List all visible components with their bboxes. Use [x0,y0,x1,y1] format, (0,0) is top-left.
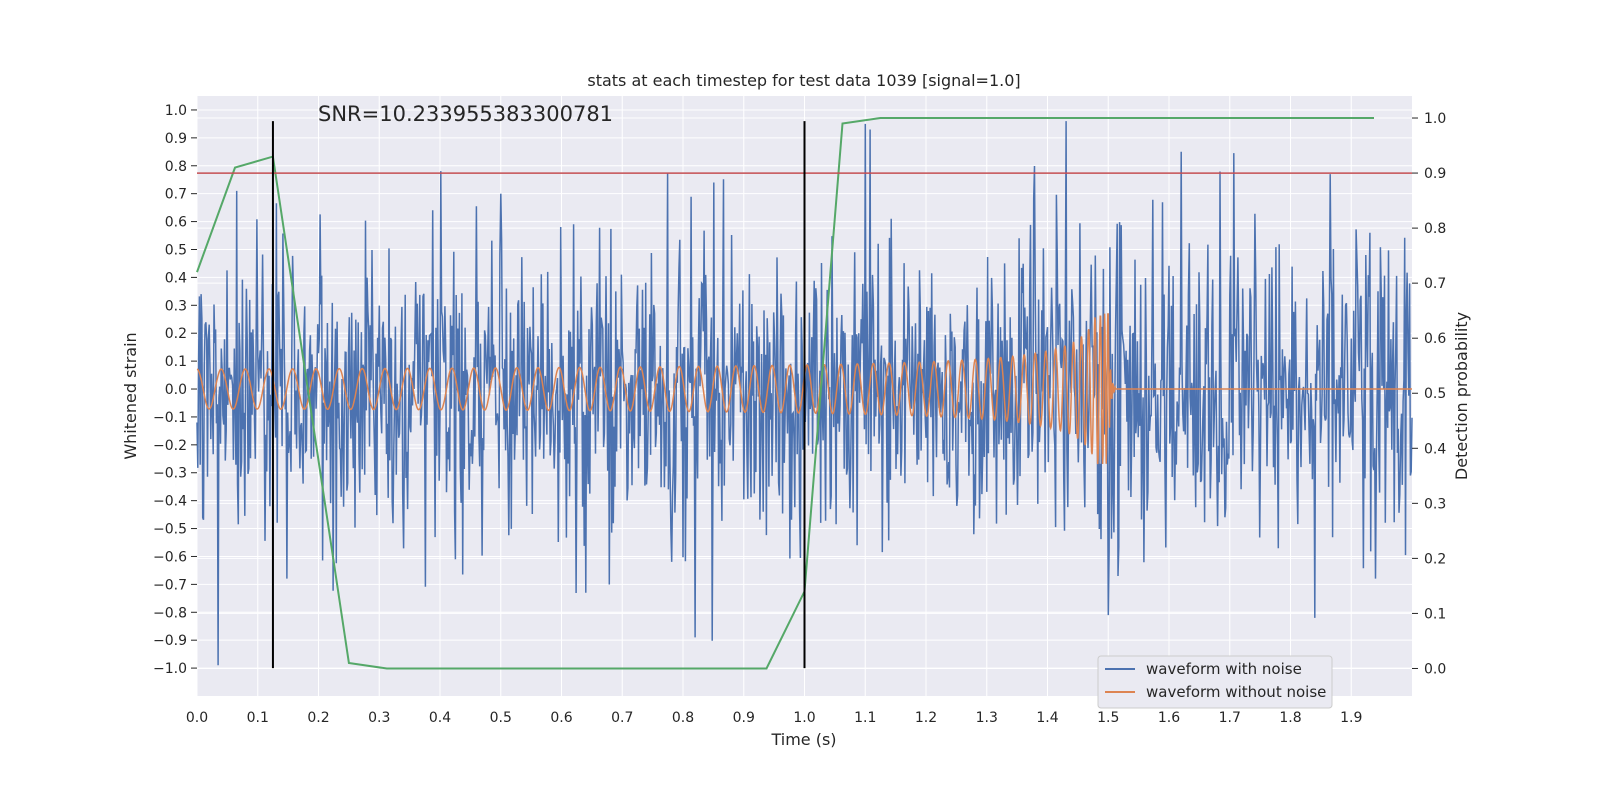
x-tick-label: 0.5 [490,710,512,726]
right-tick-label: 0.3 [1424,496,1446,512]
x-tick-label: 0.6 [550,710,572,726]
legend-label-noisy: waveform with noise [1146,660,1302,678]
y-tick-label: −1.0 [153,661,187,677]
x-tick-label: 1.0 [793,710,815,726]
legend: waveform with noise waveform without noi… [1097,655,1333,709]
y-tick-label: 0.2 [165,326,187,342]
y-tick-label: 1.0 [165,103,187,119]
y-tick-label: −0.5 [153,522,187,538]
x-tick-label: 0.7 [611,710,633,726]
x-tick-label: 0.9 [733,710,755,726]
right-tick-label: 0.5 [1424,386,1446,402]
x-tick-label: 0.1 [247,710,269,726]
y-tick-label: −0.1 [153,410,187,426]
y-tick-label: −0.3 [153,466,187,482]
right-axis-ticks: 1.0 0.9 0.8 0.7 0.6 0.5 0.4 0.3 0.2 0.1 0.0 [1412,111,1446,677]
x-tick-label: 0.8 [672,710,694,726]
y-tick-label: 0.8 [165,159,187,175]
x-axis-label: Time (s) [770,730,836,749]
y-tick-label: 0.0 [165,382,187,398]
y-tick-label: 0.4 [165,270,187,286]
snr-annotation: SNR=10.233955383300781 [318,102,613,126]
y-tick-label: −0.7 [153,577,187,593]
x-tick-label: 1.2 [915,710,937,726]
x-tick-label: 1.5 [1097,710,1119,726]
x-axis-ticks: 0.0 0.1 0.2 0.3 0.4 0.5 0.6 0.7 0.8 0.9 1.0 1.1 1.2 1… [186,710,1363,726]
legend-box [1097,655,1333,709]
right-tick-label: 0.8 [1424,221,1446,237]
y-tick-label: 0.1 [165,354,187,370]
y-tick-label: −0.6 [153,549,187,565]
x-tick-label: 1.6 [1158,710,1180,726]
legend-label-clean: waveform without noise [1146,683,1326,701]
chart-title: stats at each timestep for test data 103… [587,71,1020,90]
x-tick-label: 1.8 [1279,710,1301,726]
y-tick-label: 0.9 [165,131,187,147]
series-2-line [196,117,1374,670]
right-tick-label: 0.2 [1424,551,1446,567]
y-axis-ticks: 1.0 0.9 0.8 0.7 0.6 0.5 0.4 0.3 0.2 0.1 0.0 −0.1 −0.… [153,103,197,677]
series-layer [196,117,1413,670]
y-tick-label: 0.6 [165,215,187,231]
right-tick-label: 0.9 [1424,166,1446,182]
x-tick-label: 0.3 [368,710,390,726]
y-axis-label: Whitened strain [121,332,140,459]
x-tick-label: 1.4 [1036,710,1058,726]
x-tick-label: 1.3 [976,710,998,726]
y-tick-label: 0.3 [165,298,187,314]
right-tick-label: 0.0 [1424,661,1446,677]
right-tick-label: 0.7 [1424,276,1446,292]
y-tick-label: −0.8 [153,605,187,621]
y-tick-label: 0.7 [165,187,187,203]
right-tick-label: 0.1 [1424,606,1446,622]
x-tick-label: 1.7 [1219,710,1241,726]
x-tick-label: 0.0 [186,710,208,726]
y-tick-label: 0.5 [165,242,187,258]
right-tick-label: 0.6 [1424,331,1446,347]
y-tick-label: −0.4 [153,494,187,510]
y-tick-label: −0.2 [153,438,187,454]
x-tick-label: 0.4 [429,710,451,726]
right-tick-label: 0.4 [1424,441,1446,457]
x-tick-label: 0.2 [307,710,329,726]
x-tick-label: 1.1 [854,710,876,726]
x-tick-label: 1.9 [1340,710,1362,726]
right-tick-label: 1.0 [1424,111,1446,127]
y-tick-label: −0.9 [153,633,187,649]
y-axis-label-right: Detection probability [1452,312,1471,480]
